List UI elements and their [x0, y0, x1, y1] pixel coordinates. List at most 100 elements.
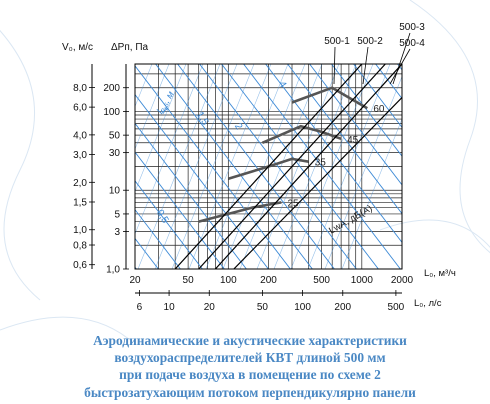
throw-line [135, 266, 137, 269]
throw-line-secondary [154, 64, 238, 269]
throw-line-secondary [135, 64, 204, 235]
noise-curves [198, 86, 368, 223]
lm3h-tick-label: 1000 [351, 275, 374, 286]
noise-curve [198, 201, 282, 223]
v0-tick-label: 6,0 [73, 103, 87, 114]
throw-lines [0, 24, 402, 330]
series-leader [362, 46, 369, 85]
series-leader [389, 48, 411, 85]
throw-line-secondary [137, 64, 221, 269]
throw-line [265, 64, 402, 244]
caption-line: Аэродинамические и акустические характер… [93, 333, 407, 348]
lm3h-tick-label: 100 [220, 275, 237, 286]
v0-tick-label: 2,0 [73, 178, 87, 189]
chart-caption: Аэродинамические и акустические характер… [30, 332, 470, 401]
noise-curve-label: 60 [373, 104, 385, 115]
throw-line [331, 64, 402, 157]
throw-line [155, 64, 313, 269]
throw-line [309, 64, 402, 186]
model-line [214, 64, 402, 269]
noise-curve-label: 35 [315, 158, 327, 169]
model-line [174, 64, 363, 269]
noise-curve [291, 86, 368, 110]
lls-tick-label: 6 [137, 302, 143, 313]
throw-line [135, 151, 225, 269]
throw-line-secondary [256, 64, 340, 269]
throw-line-secondary [239, 64, 323, 269]
throw-line-secondary [135, 64, 187, 193]
lls-tick-label: 200 [334, 302, 351, 313]
throw-line-label: 4 [276, 79, 289, 90]
throw-line [0, 24, 187, 330]
throw-line [199, 64, 357, 269]
dp-tick-label: 50 [109, 131, 121, 142]
dp-tick-label: 5 [114, 209, 120, 220]
series-label: 500-4 [399, 38, 425, 49]
series-label: 500-1 [324, 36, 350, 47]
model-line [233, 97, 402, 269]
lls-tick-label: 10 [164, 302, 176, 313]
axes: V₀, м/с ΔPп, Па 8,0 6,0 4,0 3,0 2,0 1,5 1,0 0,8 0,… [62, 42, 456, 313]
dp-tick-label: 3 [114, 227, 120, 238]
throw-line-secondary [171, 64, 255, 269]
v0-tick-label: 1,5 [73, 197, 87, 208]
v0-tick-label: 3,0 [73, 150, 87, 161]
throw-line-secondary [222, 64, 306, 269]
v0-tick-label: 8,0 [73, 83, 87, 94]
lls-axis-title: L₀, л/с [414, 298, 442, 309]
caption-line: воздухораспределителей КВТ длиной 500 мм [114, 350, 386, 366]
dp-tick-label: 200 [103, 83, 120, 94]
throw-line [135, 122, 247, 269]
throw-line [135, 180, 203, 269]
series-label: 500-3 [399, 22, 425, 33]
lls-tick-label: 50 [257, 302, 269, 313]
dp-axis-title: ΔPп, Па [111, 42, 149, 53]
dp-tick-label: 100 [103, 107, 120, 118]
lls-tick-label: 20 [204, 302, 216, 313]
model-lines [174, 64, 402, 269]
lm3h-axis-title: L₀, м³/ч [424, 268, 456, 279]
throw-line [0, 24, 143, 330]
v0-tick-label: 0,8 [73, 241, 87, 252]
throw-line [135, 93, 269, 269]
throw-line-secondary [0, 44, 109, 330]
throw-line-secondary [0, 44, 7, 330]
throw-line-secondary [188, 64, 272, 269]
caption-line: быстрозатухающим потоком перпендикулярно… [84, 384, 416, 400]
throw-line-secondary [0, 44, 58, 330]
v0-tick-label: 1,0 [73, 225, 87, 236]
noise-curve [261, 124, 342, 144]
throw-line-secondary [290, 64, 374, 269]
throw-line [135, 237, 159, 269]
throw-line [177, 64, 335, 269]
throw-line-secondary [0, 44, 75, 330]
lls-tick-label: 100 [294, 302, 311, 313]
dp-tick-label: 30 [109, 148, 121, 159]
v0-tick-label: 4,0 [73, 130, 87, 141]
noise-curve-label: 45 [347, 135, 359, 146]
dp-tick-label: 10 [109, 186, 121, 197]
throw-line-secondary [135, 64, 170, 150]
throw-line [243, 64, 401, 269]
plot-frame [134, 63, 403, 270]
throw-line-secondary [307, 64, 391, 269]
v0-axis-title: V₀, м/с [62, 42, 93, 53]
lm3h-tick-label: 2000 [391, 275, 414, 286]
throw-line [397, 64, 402, 71]
lls-tick-label: 500 [388, 302, 405, 313]
lm3h-tick-label: 200 [260, 275, 277, 286]
noise-curve [227, 157, 309, 180]
throw-line-label: 1 [158, 105, 171, 116]
series-label: 500-2 [357, 36, 383, 47]
throw-line-secondary [135, 64, 153, 108]
throw-line [135, 65, 291, 269]
throw-line-secondary [0, 44, 41, 330]
throw-line-secondary [0, 44, 24, 330]
throw-line-secondary [205, 64, 289, 269]
dp-tick-label: 1,0 [106, 265, 120, 276]
throw-line-secondary [341, 118, 402, 269]
lm3h-tick-label: 50 [183, 275, 195, 286]
aero-acoustic-chart: V₀, м/с ΔPп, Па 8,0 6,0 4,0 3,0 2,0 1,5 1,0 0,8 0,… [0, 22, 456, 330]
noise-curve-label: 25 [287, 198, 299, 209]
